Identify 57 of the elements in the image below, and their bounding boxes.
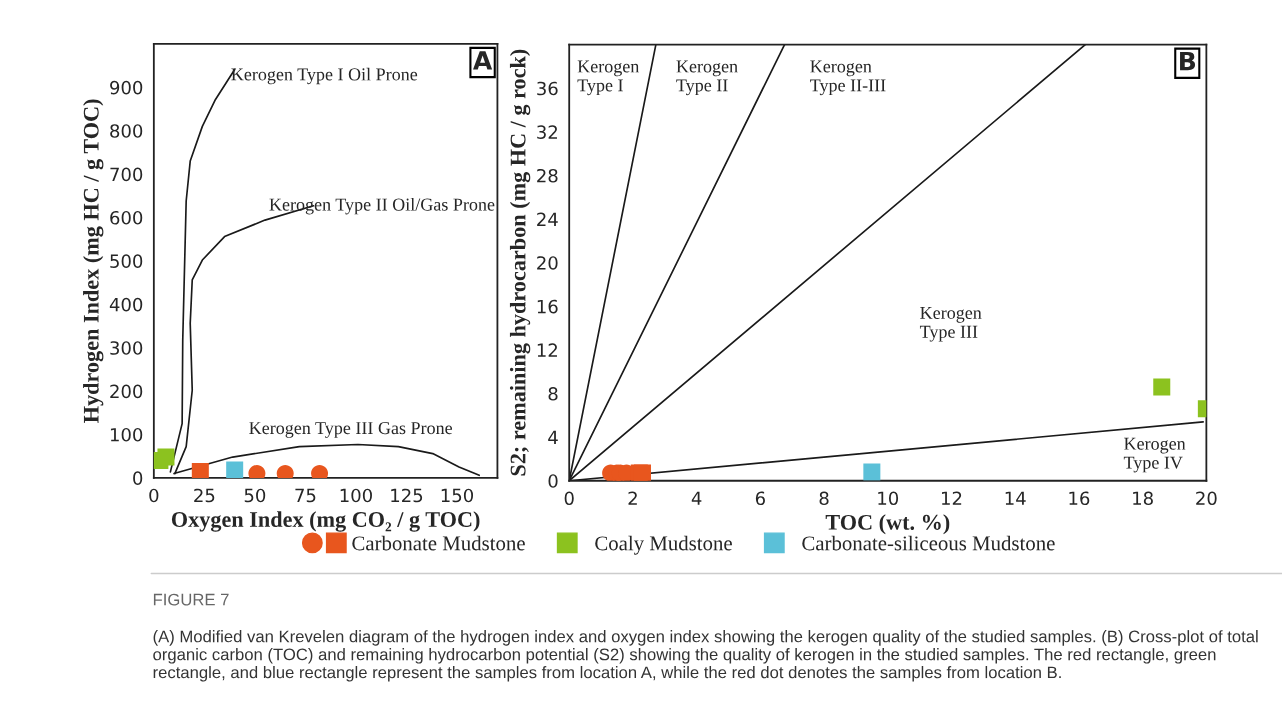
x-tick-label: 150 — [441, 488, 474, 503]
annotation: Kerogen Type III Gas Prone — [249, 422, 453, 438]
annotation: Kerogen Type III — [919, 306, 982, 342]
y-tick-label: 8 — [548, 386, 558, 401]
x-tick-label: 10 — [878, 491, 899, 506]
annotation: Kerogen Type I Oil Prone — [231, 67, 418, 85]
annotation: Kerogen Type II — [676, 60, 738, 96]
x-tick-label: 12 — [942, 491, 962, 505]
y-tick-label: 20 — [537, 256, 558, 270]
x-tick-label: 20 — [1196, 491, 1217, 506]
x-tick-label: 75 — [295, 488, 316, 503]
y-tick-label: 28 — [537, 168, 558, 183]
y-tick-label: 500 — [110, 254, 143, 269]
y-tick-label: 36 — [537, 81, 558, 96]
y-tick-label: 0 — [548, 474, 558, 488]
legend-label: Coaly Mudstone — [595, 535, 732, 555]
annotation: Kerogen Type II Oil/Gas Prone — [269, 197, 495, 215]
x-tick-label: 100 — [340, 488, 372, 503]
x-tick-label: 18 — [1133, 491, 1153, 506]
y-tick-label: 300 — [110, 341, 143, 355]
x-tick-label: 0 — [149, 488, 159, 503]
y-tick-label: 200 — [110, 384, 143, 399]
y-tick-label: 100 — [110, 427, 143, 442]
annotation: Kerogen Type II-III — [810, 60, 886, 96]
x-tick-label: 16 — [1069, 491, 1090, 506]
y-tick-label: 16 — [537, 299, 558, 314]
caption: FIGURE 7 — [153, 593, 229, 606]
y-tick-label: 400 — [109, 297, 143, 312]
text: (A) Modified van Krevelen diagram of the hydrogen index and oxygen index showing the kerogen quality of the studied samples. (B) Cross-plot of total organic carbon (TOC) and remaining hydrocarbon potential (S2) showing the quality of kerogen in the studied samples. The red rectangle, green rectangle, and blue rectangle represent the samples from location A, while the red dot denotes the samples from location B. — [153, 630, 1258, 682]
y-tick-label: 600 — [110, 210, 143, 225]
y-tick-label: 4 — [548, 430, 558, 444]
x-tick-label: 6 — [755, 491, 765, 506]
y-axis-title: Hydrogen Index (mg HC / g TOC) — [83, 99, 104, 423]
x-tick-label: 14 — [1005, 491, 1026, 505]
x-tick-label: 8 — [819, 491, 829, 506]
annotation: Kerogen Type IV — [1123, 437, 1186, 473]
x-axis-title: TOC (wt. %) — [825, 514, 950, 535]
x-tick-label: 4 — [691, 491, 702, 505]
x-tick-label: 50 — [244, 488, 266, 503]
y-tick-label: 24 — [537, 212, 558, 226]
y-tick-label: 32 — [537, 125, 557, 139]
y-tick-label: 700 — [110, 167, 143, 182]
legend-label: Carbonate-siliceous Mudstone — [802, 535, 1055, 551]
x-tick-label: 0 — [564, 491, 574, 506]
annotation: Kerogen Type I — [577, 60, 640, 96]
y-axis-title: S2; remaining hydrocarbon (mg HC / g rock) — [509, 49, 531, 476]
x-tick-label: 25 — [194, 488, 215, 503]
x-tick-label: 125 — [391, 488, 423, 503]
annotation: B — [1180, 51, 1196, 71]
y-tick-label: 12 — [537, 343, 557, 357]
legend-label: Carbonate Mudstone — [352, 535, 525, 551]
y-tick-label: 900 — [110, 80, 143, 95]
x-axis-title: Oxygen Index (mg CO₂ / g TOC) — [171, 511, 480, 532]
y-tick-label: 800 — [110, 124, 143, 138]
annotation: A — [473, 51, 493, 70]
y-tick-label: 0 — [133, 471, 143, 486]
x-tick-label: 2 — [628, 491, 637, 505]
